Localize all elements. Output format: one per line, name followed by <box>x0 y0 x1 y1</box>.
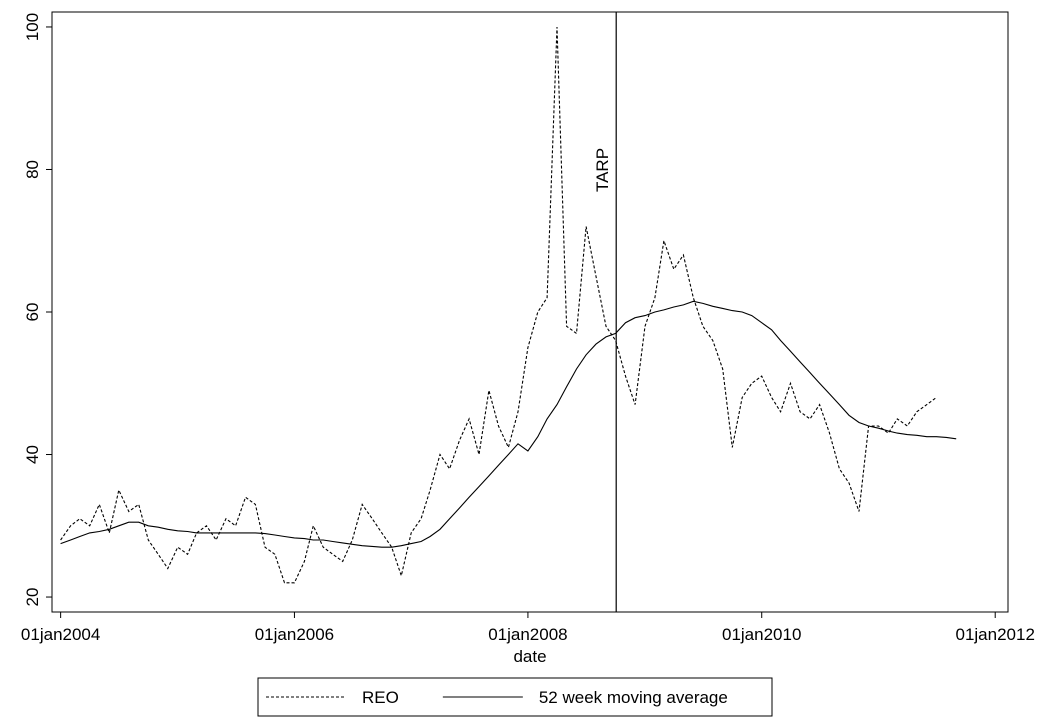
y-tick-label: 60 <box>23 303 42 322</box>
legend-box <box>257 677 773 717</box>
series-line <box>60 26 937 584</box>
legend-label: 52 week moving average <box>539 688 728 707</box>
x-axis-label: date <box>513 647 546 666</box>
x-tick-label: 01jan2008 <box>488 625 567 644</box>
x-tick-label: 01jan2004 <box>21 625 100 644</box>
x-tick-label: 01jan2010 <box>722 625 801 644</box>
x-tick-label: 01jan2012 <box>955 625 1034 644</box>
y-tick-label: 40 <box>23 445 42 464</box>
series-line <box>60 300 957 548</box>
x-tick-label: 01jan2006 <box>255 625 334 644</box>
y-tick-label: 100 <box>23 13 42 41</box>
y-tick-label: 80 <box>23 160 42 179</box>
legend-label: REO <box>362 688 399 707</box>
y-tick-label: 20 <box>23 588 42 607</box>
plot-frame <box>51 11 1009 613</box>
annotation-text: TARP <box>593 148 612 192</box>
